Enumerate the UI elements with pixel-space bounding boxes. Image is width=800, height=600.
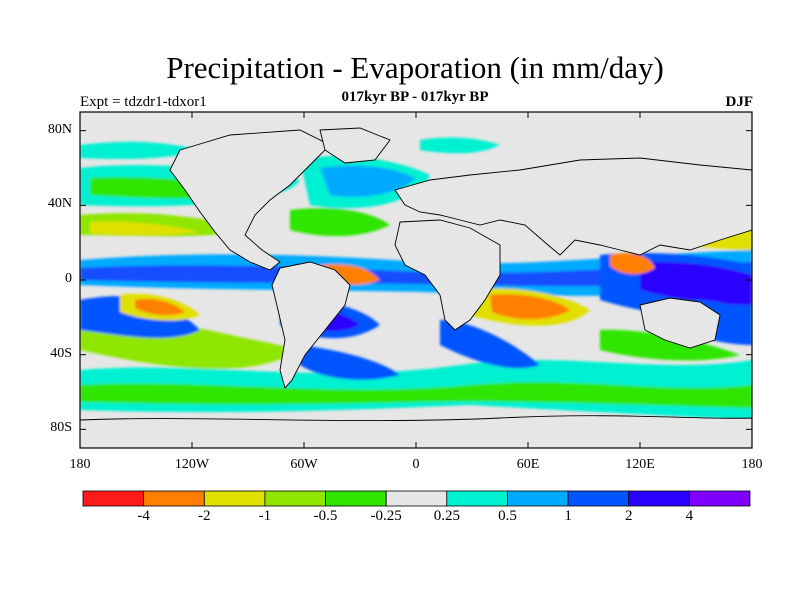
y-tick-label: 80N [47, 121, 72, 137]
map-title: Precipitation - Evaporation (in mm/day) [166, 50, 664, 85]
colorbar-label: -4 [137, 508, 150, 524]
colorbar-label: -0.25 [370, 508, 402, 524]
colorbar-swatch [507, 490, 569, 507]
season-label: DJF [725, 94, 754, 110]
colorbar-swatch [143, 490, 205, 507]
experiment-label: Expt = tdzdr1-tdxor1 [80, 94, 207, 110]
x-tick-label: 60E [516, 457, 540, 472]
colorbar-label: 4 [685, 508, 694, 524]
pe-field [80, 137, 752, 420]
x-tick-label: 60W [290, 457, 318, 472]
y-tick-label: 80S [50, 420, 72, 436]
x-tick-label: 180 [741, 457, 763, 472]
colorbar-label: 0.5 [498, 508, 517, 524]
colorbar-swatch [325, 490, 387, 507]
colorbar-label: 1 [564, 508, 572, 524]
colorbar-label: 2 [624, 508, 633, 524]
colorbar-swatch [385, 490, 448, 507]
y-tick-label: 40N [47, 196, 72, 212]
colorbar-swatch [203, 490, 266, 507]
colorbar-swatch [567, 490, 630, 507]
colorbar-label: -2 [198, 508, 211, 524]
colorbar-label: -0.5 [313, 508, 338, 524]
colorbar-label: -1 [258, 508, 272, 524]
colorbar-swatch [446, 490, 508, 507]
colorbar-swatch [628, 490, 690, 507]
colorbar-swatch [264, 490, 326, 507]
colorbar-swatch [688, 490, 751, 507]
coastlines [80, 127, 752, 448]
colorbar-label: 0.25 [433, 508, 460, 524]
axis-ticks [79, 112, 753, 448]
map-subtitle: 017kyr BP - 017kyr BP [341, 89, 489, 105]
x-tick-label: 120W [174, 457, 210, 472]
colorbar-swatch [82, 490, 145, 507]
x-tick-label: 0 [412, 457, 420, 472]
x-tick-label: 180 [69, 457, 91, 472]
y-tick-label: 0 [65, 271, 72, 286]
y-tick-label: 40S [50, 345, 72, 361]
x-tick-label: 120E [625, 457, 655, 472]
